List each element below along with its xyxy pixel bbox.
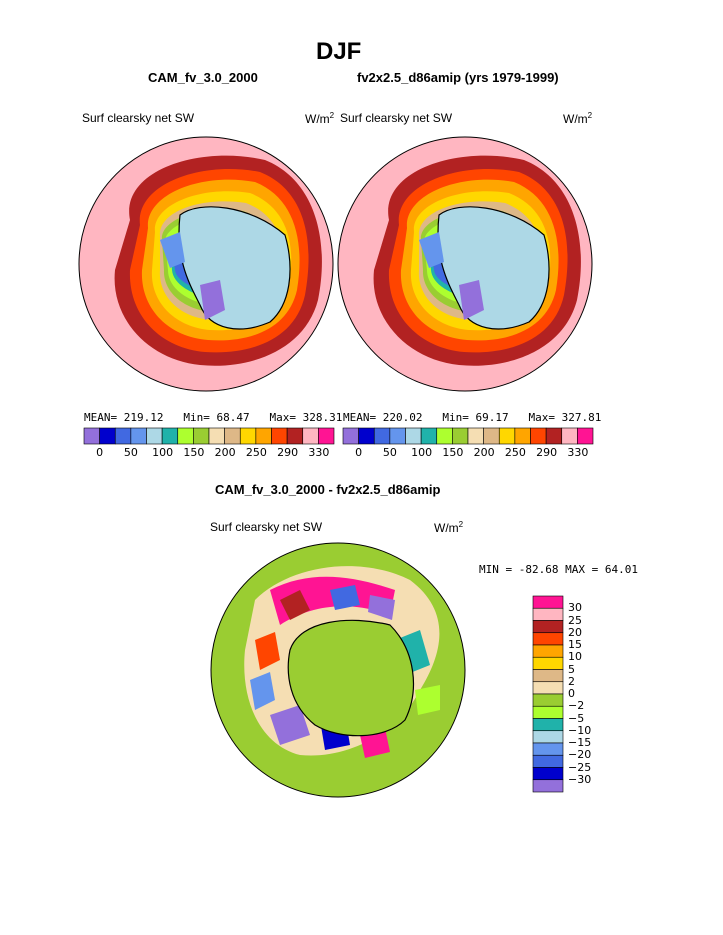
colorbar-tick-label: 150: [183, 446, 205, 459]
difference-colorbar-swatch: [532, 681, 564, 695]
difference-colorbar-swatch: [532, 595, 564, 609]
colorbar-tick-label: 50: [382, 446, 397, 459]
colorbar-tick-label: 50: [123, 446, 138, 459]
colorbar-left: [83, 427, 335, 445]
colorbar-tick-label: 150: [442, 446, 464, 459]
difference-colorbar-label: 0: [568, 687, 575, 700]
colorbar-tick-label: 100: [411, 446, 433, 459]
difference-colorbar-label: 15: [568, 638, 582, 651]
difference-colorbar-swatch: [532, 693, 564, 707]
colorbar-tick-label: 250: [504, 446, 526, 459]
panel-left-case: CAM_fv_3.0_2000: [148, 70, 258, 85]
difference-minmax: MIN = -82.68 MAX = 64.01: [479, 563, 638, 576]
difference-colorbar-swatch: [532, 607, 564, 621]
difference-colorbar-swatch: [532, 620, 564, 634]
colorbar-tick-label: 290: [277, 446, 299, 459]
colorbar-tick-label: 200: [214, 446, 236, 459]
difference-colorbar-label: 10: [568, 650, 582, 664]
difference-colorbar-label: −10: [568, 723, 592, 737]
difference-colorbar-swatch: [532, 730, 564, 744]
panel-left-variable: Surf clearsky net SW: [82, 111, 195, 125]
difference-colorbar-swatch: [532, 705, 564, 719]
panel-left-stats: MEAN= 219.12 Min= 68.47 Max= 328.31: [84, 411, 342, 424]
colorbar-swatch: [577, 427, 594, 445]
colorbar-tick-label: 0: [96, 446, 104, 459]
difference-colorbar-label: −5: [568, 711, 585, 725]
difference-colorbar-label: 25: [568, 613, 582, 627]
panel-right-stats: MEAN= 220.02 Min= 69.17 Max= 327.81: [343, 411, 601, 424]
difference-colorbar-swatch: [532, 779, 564, 793]
panel-right-min: Min= 69.17: [442, 411, 509, 424]
colorbar-right-ticks: 0 50 100 150 200 250 290 330: [343, 446, 593, 460]
colorbar-tick-label: 200: [473, 446, 495, 459]
colorbar-tick-label: 330: [308, 446, 330, 459]
panel-right-case: fv2x2.5_d86amip (yrs 1979-1999): [357, 70, 559, 85]
colorbar-left-ticks: 0 50 100 150 200 250 290 330: [84, 446, 334, 460]
colorbar-tick-label: 290: [536, 446, 558, 459]
difference-colorbar-label: 5: [568, 662, 575, 676]
difference-case: CAM_fv_3.0_2000 - fv2x2.5_d86amip: [215, 482, 441, 497]
difference-colorbar-swatch: [532, 718, 564, 732]
panel-right-variable: Surf clearsky net SW: [340, 111, 453, 125]
panel-left-max: Max= 328.31: [269, 411, 343, 424]
difference-colorbar-label: −25: [568, 760, 592, 774]
difference-colorbar-label: −30: [568, 772, 592, 786]
difference-colorbar-swatch: [532, 669, 564, 683]
difference-colorbar-swatch: [532, 644, 564, 658]
difference-colorbar-label: −15: [568, 736, 592, 749]
difference-units: W/m2: [434, 520, 464, 535]
difference-colorbar-label: 2: [568, 674, 575, 688]
difference-colorbar-swatch: [532, 754, 564, 768]
panel-right-units: W/m2: [563, 111, 593, 126]
panel-left-min: Min= 68.47: [183, 411, 250, 424]
difference-colorbar-swatch: [532, 767, 564, 781]
difference-colorbar-swatch: [532, 632, 564, 646]
colorbar-tick-label: 250: [245, 446, 267, 459]
difference-colorbar-label: −2: [568, 699, 585, 713]
colorbar-tick-label: 0: [355, 446, 363, 459]
difference-colorbar-label: 20: [568, 625, 582, 639]
panel-left-mean: MEAN= 219.12: [84, 411, 164, 424]
panel-right-mean: MEAN= 220.02: [343, 411, 423, 424]
difference-colorbar-labels: 30 25 20 15 10 5 2 0 −2 −5 −10 −15 −20 −25 −30: [568, 596, 608, 792]
colorbar-right: [342, 427, 594, 445]
difference-colorbar: [532, 595, 564, 793]
page-title: DJF: [316, 38, 362, 65]
panel-right-max: Max= 327.81: [528, 411, 602, 424]
difference-colorbar-swatch: [532, 742, 564, 756]
colorbar-swatch: [318, 427, 335, 445]
colorbar-tick-label: 330: [567, 446, 589, 459]
difference-colorbar-label: 30: [568, 601, 582, 615]
panel-left-units: W/m2: [305, 111, 335, 126]
difference-colorbar-swatch: [532, 656, 564, 670]
colorbar-tick-label: 100: [152, 446, 174, 459]
difference-variable: Surf clearsky net SW: [210, 520, 323, 534]
difference-colorbar-label: −20: [568, 748, 592, 762]
